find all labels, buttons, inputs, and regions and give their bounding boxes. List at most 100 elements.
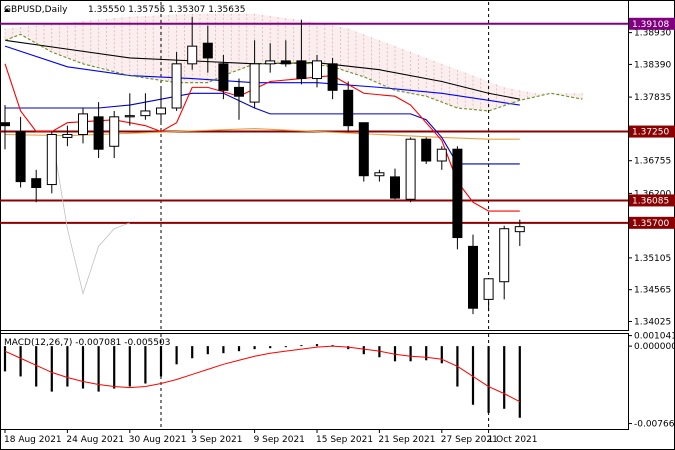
candles <box>0 16 525 315</box>
candle-body-bear <box>421 138 432 162</box>
level-label: 1.36085 <box>632 196 669 206</box>
price-tick-label: 1.36200 <box>634 189 671 199</box>
candle <box>78 107 88 144</box>
candle-body-bear <box>93 116 104 150</box>
macd-signal-line <box>4 345 521 403</box>
candle-body-bull <box>436 148 447 162</box>
candle-body-bull <box>187 45 198 65</box>
level-label-box <box>629 17 675 30</box>
level-label-box <box>629 125 675 138</box>
date-tick-label: 3 Sep 2021 <box>191 435 242 445</box>
candle <box>483 278 494 312</box>
candle-body-bear <box>31 178 42 188</box>
candle <box>312 54 322 88</box>
candle <box>358 122 369 182</box>
candle-body-bear <box>390 176 400 199</box>
candle <box>15 116 26 188</box>
candle-body-bull <box>514 226 525 233</box>
candle-body-bull <box>109 116 120 147</box>
macd-tick-label: -0.007661 <box>634 420 675 430</box>
candle <box>343 81 354 132</box>
date-tick-label: 24 Aug 2021 <box>66 435 124 445</box>
candle <box>156 87 166 123</box>
price-tick-label: 1.38390 <box>634 60 671 70</box>
candle-body-bear <box>327 63 338 91</box>
macd-tick-label: 0.001041 <box>634 332 675 342</box>
navy-kijun-line <box>5 92 520 165</box>
price-tick-label: 1.37835 <box>634 93 671 103</box>
candle-body-bear <box>0 122 10 127</box>
candle-body-bear <box>358 122 369 177</box>
date-axis: 18 Aug 2021 24 Aug 2021 30 Aug 2021 3 Sep 2… <box>4 429 538 445</box>
candle <box>140 93 151 120</box>
macd-vertical-dashed-lines <box>160 334 490 429</box>
candle-body-bull <box>249 63 260 103</box>
candle <box>124 93 135 126</box>
price-tick-label: 1.34025 <box>634 317 671 327</box>
date-tick-label: 27 Sep 2021 <box>441 435 498 445</box>
candle <box>499 225 510 300</box>
candle-body-bear <box>452 148 463 239</box>
candle-body-bull <box>46 133 57 186</box>
candle-body-bull <box>140 110 151 117</box>
macd-histogram <box>3 344 521 418</box>
date-tick-label: 18 Aug 2021 <box>4 435 62 445</box>
level-labels: 1.39108 1.37250 1.36085 1.35700 <box>629 17 675 229</box>
price-panel: 1.389301.383901.378351.367551.362001.356… <box>0 0 675 331</box>
candle-body-bull <box>124 115 135 118</box>
date-tick-label: 15 Sep 2021 <box>316 435 373 445</box>
price-tick-label: 1.38930 <box>634 29 671 39</box>
candle <box>280 40 291 67</box>
date-tick-label: 9 Sep 2021 <box>254 435 305 445</box>
triangle-icon <box>4 8 10 12</box>
date-tick-label: 1 Oct 2021 <box>488 435 538 445</box>
candle-body-bear <box>280 60 291 65</box>
level-label: 1.37250 <box>632 128 669 138</box>
candle-body-bull <box>265 60 276 65</box>
candle <box>46 131 57 194</box>
gray-chikou-line <box>51 134 130 295</box>
date-tick-label: 30 Aug 2021 <box>129 435 187 445</box>
symbol-label: GBPUSD,Daily <box>4 5 68 15</box>
candle-body-bear <box>202 42 213 59</box>
candle <box>93 102 104 159</box>
candle-body-bull <box>374 172 385 177</box>
candle-body-bull <box>62 133 73 138</box>
price-panel-frame <box>0 0 629 331</box>
candle <box>514 219 525 246</box>
candle-body-bear <box>343 89 354 127</box>
date-tick-label: 21 Sep 2021 <box>378 435 435 445</box>
candle <box>202 25 213 73</box>
candle-body-bull <box>405 138 416 200</box>
candle-body-bear <box>15 131 26 183</box>
macd-panel-frame <box>0 333 629 430</box>
vertical-dashed-lines <box>160 2 490 330</box>
candle <box>31 169 42 203</box>
candle-body-bull <box>483 278 494 300</box>
blue-ma-line <box>4 45 520 106</box>
level-label: 1.39108 <box>632 20 669 30</box>
candle <box>187 16 198 70</box>
candle <box>249 40 260 108</box>
ohlc-readout: 1.35550 1.35755 1.35307 1.35635 <box>88 5 245 15</box>
candle <box>452 146 463 250</box>
candle-body-bull <box>171 63 182 109</box>
candle-body-bull <box>156 107 166 115</box>
candle <box>265 43 276 73</box>
price-tick-label: 1.34565 <box>634 286 671 296</box>
level-label-box <box>629 216 675 229</box>
candle <box>0 105 10 150</box>
level-label-box <box>629 194 675 207</box>
candle <box>421 137 432 164</box>
price-tick-label: 1.35105 <box>634 254 671 264</box>
green-senkou-line <box>4 33 583 112</box>
candle-body-bear <box>468 245 478 309</box>
candle-body-bear <box>234 86 244 97</box>
price-tick-label: 1.36755 <box>634 157 671 167</box>
candle-body-bull <box>78 113 88 135</box>
level-label: 1.35700 <box>632 219 669 229</box>
candle-body-bull <box>312 60 322 80</box>
